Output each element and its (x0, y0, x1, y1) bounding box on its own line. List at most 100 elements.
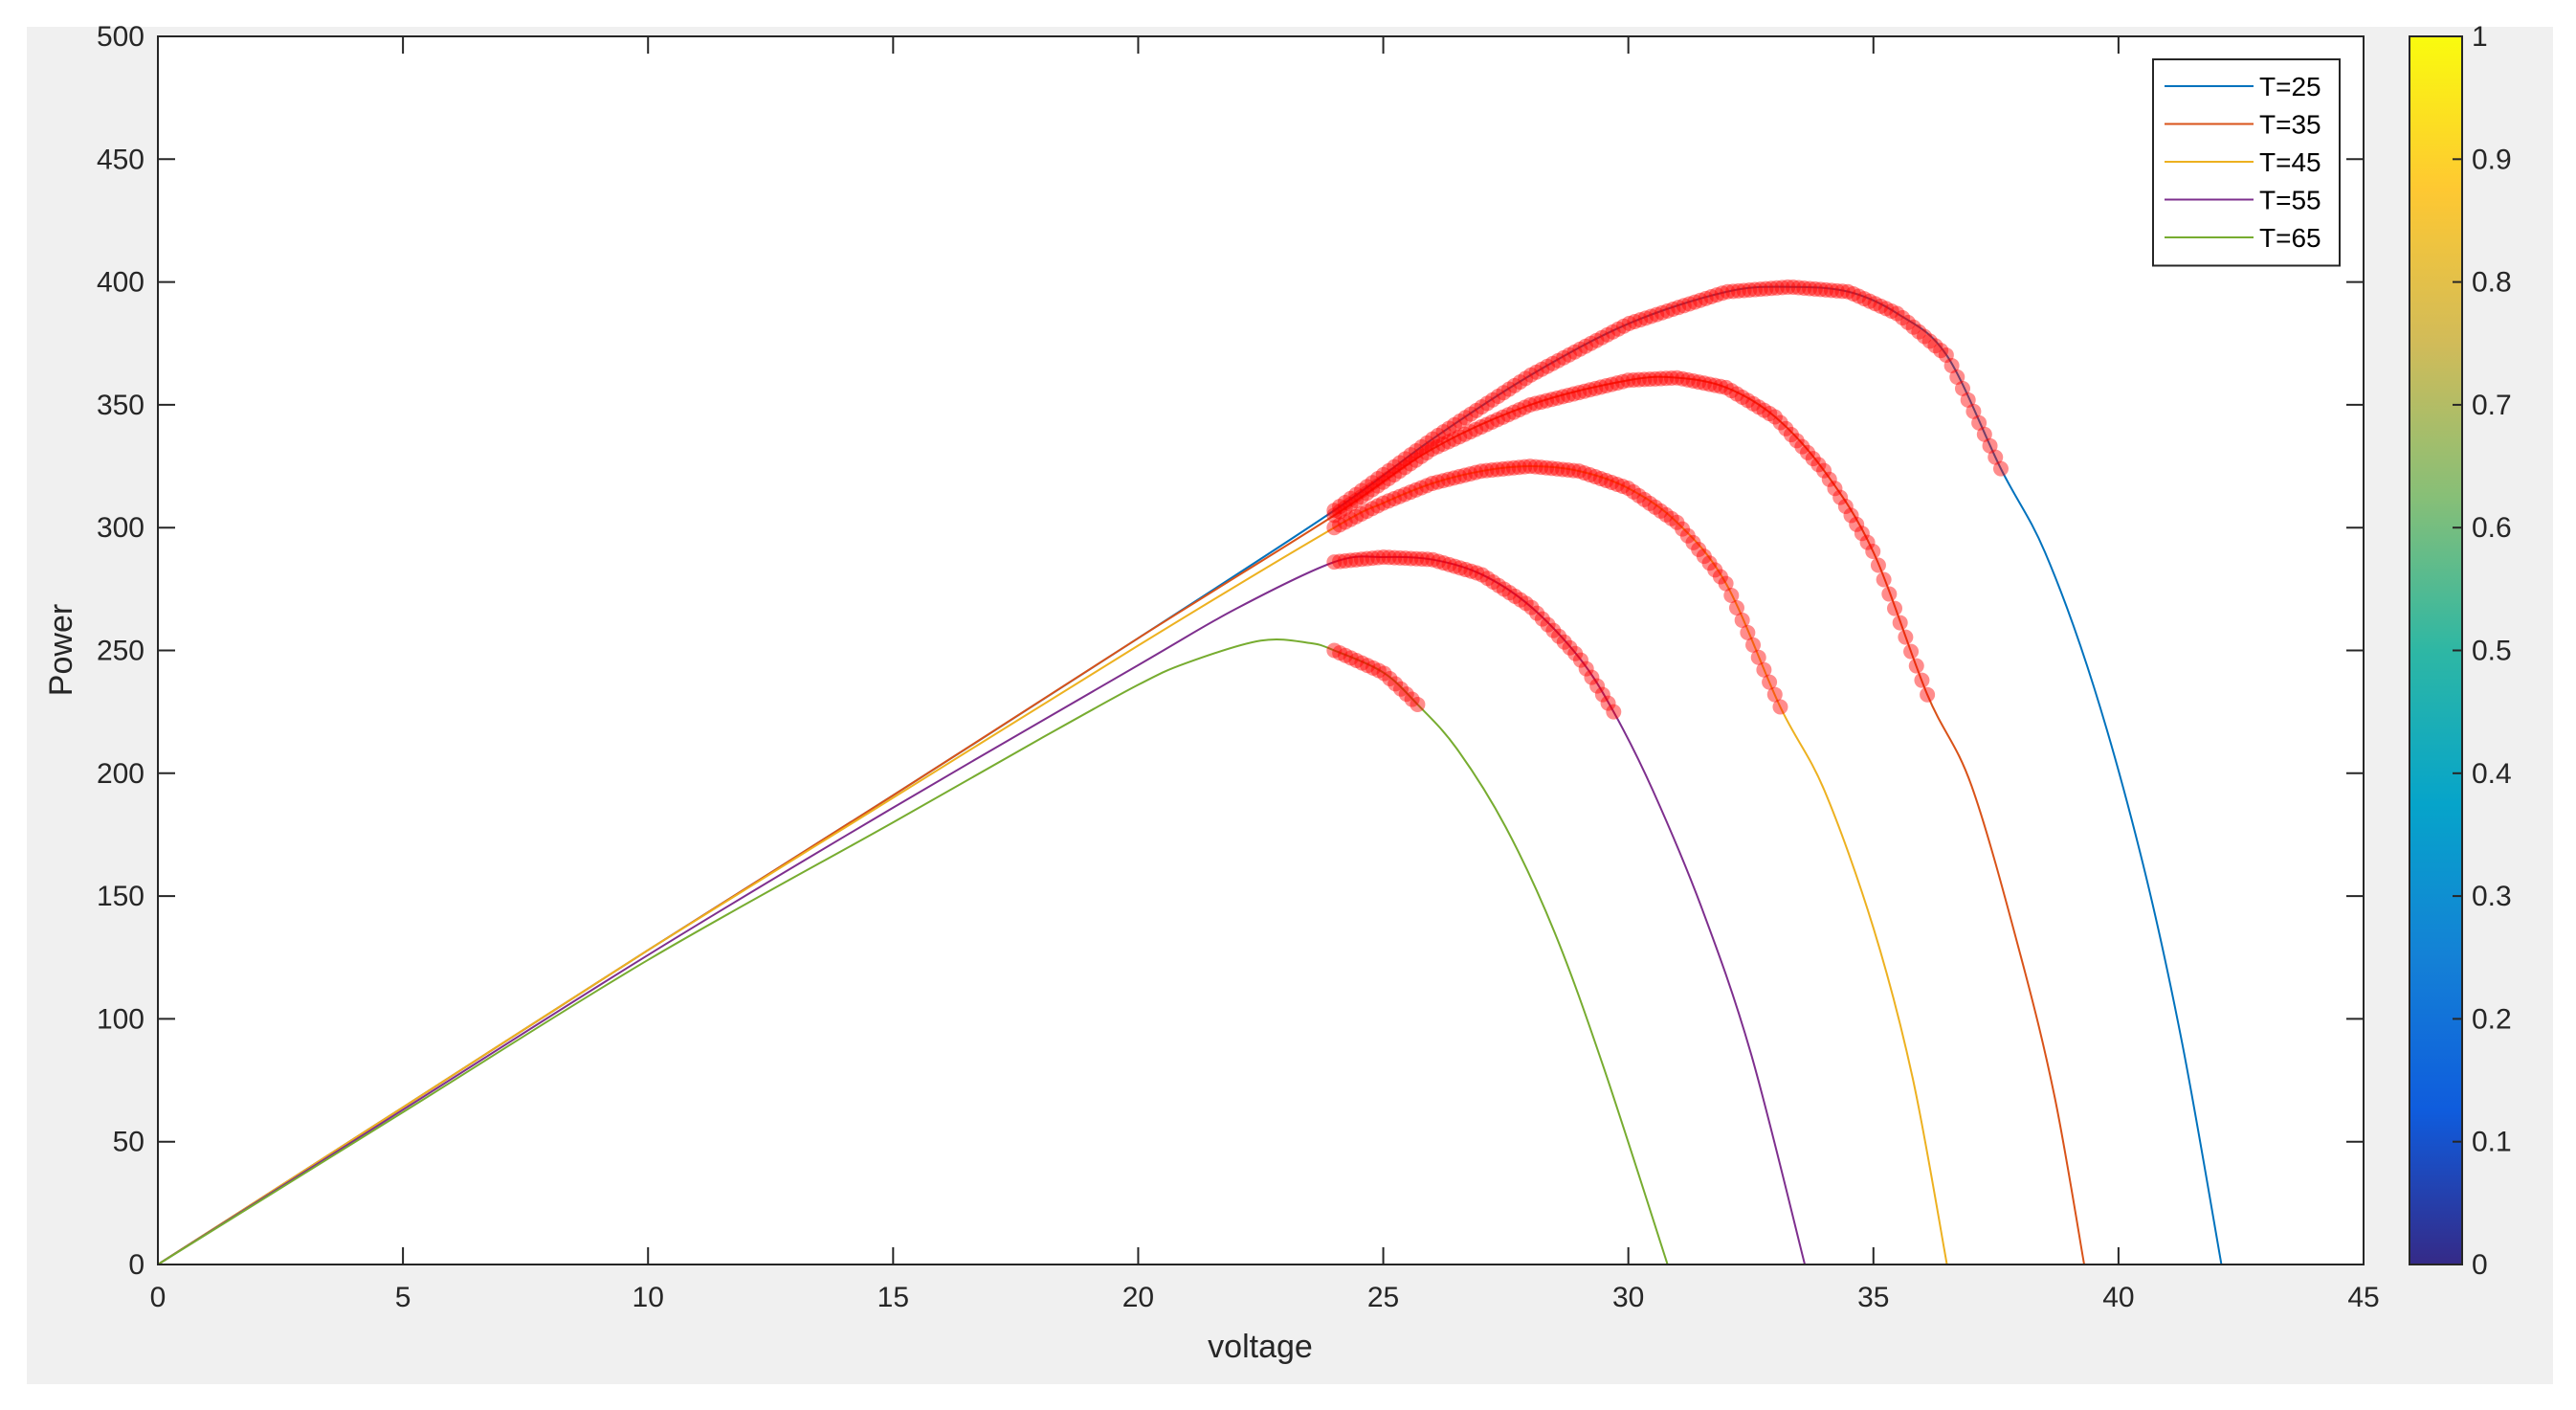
highlight-marker (1545, 622, 1562, 638)
highlight-marker (1849, 516, 1865, 532)
highlight-marker (1332, 517, 1348, 533)
highlight-marker (1528, 364, 1544, 380)
highlight-marker (1572, 652, 1588, 668)
highlight-marker (1774, 280, 1790, 296)
highlight-marker (1413, 438, 1430, 455)
highlight-marker (1758, 280, 1774, 297)
highlight-marker (1740, 392, 1756, 409)
series-line-t55 (157, 555, 1807, 1265)
highlight-marker (1691, 374, 1707, 391)
highlight-marker (1620, 481, 1636, 497)
highlight-marker (1348, 508, 1365, 525)
highlight-marker (1463, 406, 1479, 422)
highlight-marker (1577, 338, 1593, 354)
highlight-marker (1780, 279, 1796, 295)
highlight-marker (1665, 302, 1681, 318)
highlight-marker (1725, 283, 1742, 300)
highlight-marker (1756, 661, 1772, 678)
highlight-marker (1484, 462, 1500, 479)
highlight-marker (1534, 361, 1550, 377)
highlight-marker (1496, 581, 1512, 597)
highlight-marker (1523, 599, 1540, 615)
highlight-marker (1404, 691, 1420, 707)
highlight-marker (1392, 549, 1409, 566)
highlight-marker (1440, 434, 1456, 450)
highlight-marker (1701, 555, 1718, 571)
highlight-marker (1659, 302, 1676, 319)
highlight-marker (1604, 475, 1620, 491)
highlight-marker (1567, 645, 1584, 661)
highlight-marker (1500, 407, 1517, 423)
highlight-marker (1496, 385, 1512, 401)
highlight-marker (1370, 471, 1387, 487)
highlight-marker (1685, 373, 1701, 390)
highlight-marker (1892, 615, 1908, 631)
highlight-marker (1402, 456, 1418, 472)
x-tick-label: 20 (1122, 1282, 1154, 1313)
highlight-marker (1800, 444, 1816, 460)
highlight-marker (1473, 419, 1489, 436)
highlight-marker (1598, 378, 1614, 394)
highlight-marker (1360, 658, 1376, 674)
highlight-marker (1816, 462, 1832, 479)
highlight-marker (1556, 349, 1572, 366)
highlight-marker (1435, 436, 1452, 452)
highlight-marker (1679, 527, 1696, 544)
highlight-marker (1783, 427, 1799, 443)
highlight-marker (1663, 510, 1679, 526)
highlight-marker (1388, 676, 1404, 692)
highlight-marker (1473, 463, 1489, 480)
highlight-marker (1582, 382, 1598, 398)
highlight-marker (1529, 605, 1545, 621)
legend[interactable]: T=25 T=35 T=45 T=55 T=65 (2152, 58, 2341, 267)
highlight-marker (1551, 628, 1567, 644)
y-tick-label: 300 (97, 512, 144, 544)
highlight-marker (1463, 563, 1479, 579)
highlight-marker (1375, 549, 1391, 566)
highlight-marker (1604, 376, 1620, 392)
highlight-marker (1452, 414, 1468, 430)
highlight-marker (1539, 392, 1555, 409)
highlight-marker (1457, 562, 1474, 578)
highlight-marker (1491, 577, 1507, 593)
highlight-marker (1762, 674, 1778, 690)
highlight-marker (1397, 459, 1413, 476)
highlight-marker (1469, 565, 1485, 581)
highlight-marker (1671, 300, 1687, 316)
highlight-marker (1870, 557, 1886, 573)
highlight-marker (1609, 477, 1625, 493)
highlight-marker (1691, 542, 1707, 557)
highlight-marker (1441, 420, 1457, 436)
highlight-marker (1796, 280, 1812, 296)
x-tick-label: 45 (2347, 1282, 2379, 1313)
highlight-marker (1631, 487, 1647, 504)
highlight-marker (1653, 370, 1669, 387)
x-tick-label: 40 (2102, 1282, 2134, 1313)
highlight-marker (1435, 424, 1452, 440)
legend-label: T=55 (2259, 186, 2321, 215)
colorbar-tick-label: 0.3 (2472, 881, 2512, 912)
highlight-marker (1745, 637, 1762, 653)
highlight-marker (1766, 409, 1783, 425)
highlight-marker (1658, 506, 1675, 523)
highlight-marker (1723, 588, 1740, 604)
highlight-marker (1522, 367, 1539, 383)
highlight-marker (1649, 306, 1665, 323)
highlight-marker (1588, 332, 1605, 348)
highlight-marker (1788, 433, 1805, 449)
colorbar-tick-label: 0.4 (2472, 758, 2512, 790)
highlight-marker (1326, 503, 1343, 519)
colorbar-tick-label: 0.6 (2472, 512, 2512, 544)
highlight-marker (1837, 499, 1854, 515)
highlight-marker (1898, 629, 1914, 645)
highlight-marker (1807, 280, 1823, 297)
highlight-marker (1353, 551, 1369, 568)
highlight-marker (1560, 387, 1576, 403)
highlight-marker (1742, 282, 1758, 298)
highlight-marker (1845, 285, 1861, 302)
highlight-marker (1354, 655, 1370, 671)
highlight-marker (1326, 520, 1343, 536)
highlight-marker (1658, 370, 1675, 387)
highlight-marker (1326, 554, 1343, 571)
highlight-marker (1571, 385, 1588, 401)
